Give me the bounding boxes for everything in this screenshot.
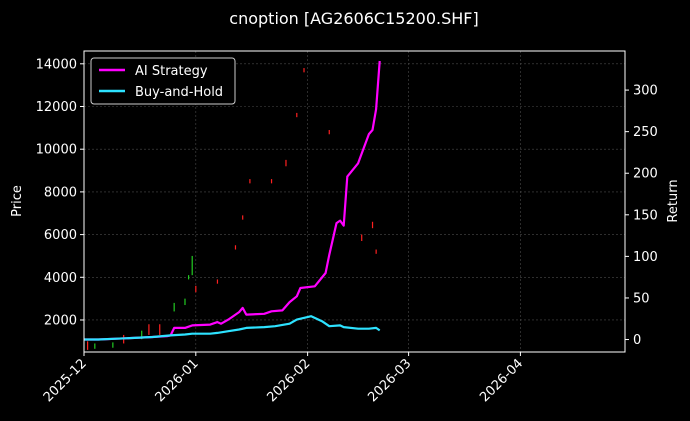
y-right-tick-label: 0 [633, 333, 641, 348]
legend-box [90, 57, 236, 105]
series-line-buy-and-hold [84, 315, 381, 341]
chart-title: cnoption [AG2606C15200.SHF] [229, 9, 478, 28]
y-left-tick-label: 6000 [44, 228, 77, 243]
legend-label-ai-strategy: AI Strategy [135, 64, 208, 79]
y-axis-left-title: Price [10, 185, 25, 217]
legend: AI Strategy Buy-and-Hold [90, 57, 236, 105]
y-axis-right-title: Return [666, 179, 681, 222]
plot-frame [83, 50, 626, 353]
y-right-tick-label: 250 [633, 125, 658, 140]
y-right-tick-label: 50 [633, 291, 650, 306]
y-left-tick-label: 8000 [44, 185, 77, 200]
y-right-tick-label: 150 [633, 208, 658, 223]
price-markers [87, 68, 377, 350]
y-left-tick-label: 14000 [36, 57, 77, 72]
legend-label-buy-and-hold: Buy-and-Hold [135, 85, 223, 100]
y-left-tick-label: 12000 [36, 100, 77, 115]
y-left-tick-label: 2000 [44, 313, 77, 328]
y-right-tick-label: 100 [633, 250, 658, 265]
y-left-tick-label: 10000 [36, 143, 77, 158]
y-right-tick-label: 200 [633, 167, 658, 182]
series-lines [84, 60, 381, 341]
y-right-tick-label: 300 [633, 84, 658, 99]
y-left-tick-label: 4000 [44, 271, 77, 286]
